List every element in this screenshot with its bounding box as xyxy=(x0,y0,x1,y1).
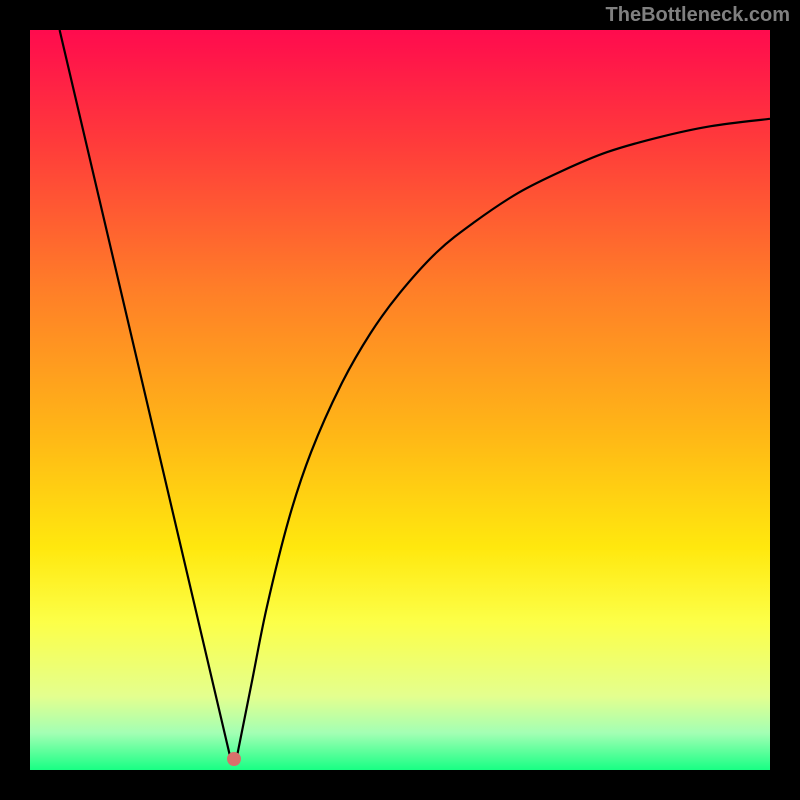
minimum-marker xyxy=(227,752,241,766)
watermark-text: TheBottleneck.com xyxy=(606,4,790,27)
curve-svg xyxy=(30,30,770,770)
curve-path xyxy=(60,30,770,755)
plot-area xyxy=(30,30,770,770)
